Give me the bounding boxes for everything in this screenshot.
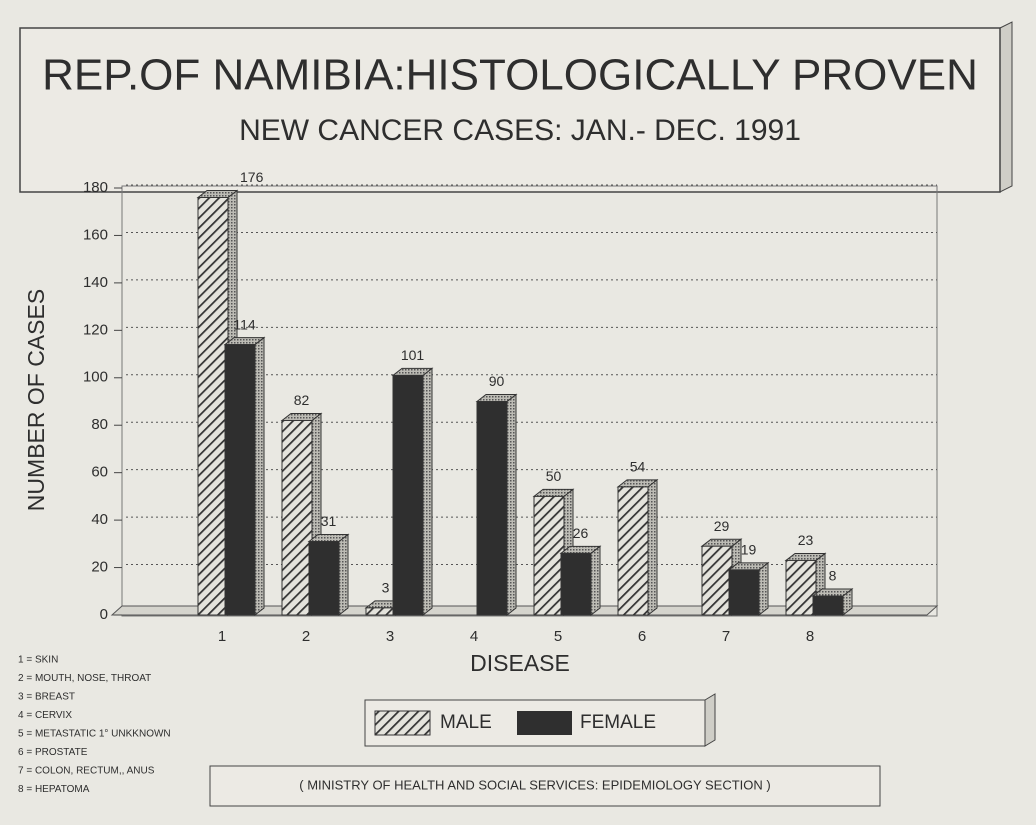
value-label: 101 <box>401 347 425 363</box>
bar <box>728 569 760 616</box>
value-label: 23 <box>798 532 814 548</box>
x-tick-label: 8 <box>806 628 814 645</box>
legend-box-side <box>704 693 716 747</box>
x-tick-label: 6 <box>638 628 646 645</box>
bar <box>476 401 508 616</box>
y-tick-label: 120 <box>83 321 108 338</box>
bar <box>617 486 649 616</box>
y-tick-label: 100 <box>83 369 108 386</box>
key-entry: 6 = PROSTATE <box>18 747 88 758</box>
bar-side <box>590 545 601 617</box>
y-tick-label: 80 <box>91 416 108 433</box>
x-tick-label: 2 <box>302 628 310 645</box>
x-tick-label: 5 <box>554 628 562 645</box>
bar-side <box>506 393 517 617</box>
value-label: 54 <box>630 459 646 475</box>
bar <box>197 196 229 616</box>
y-tick-label: 60 <box>91 464 108 481</box>
x-tick-label: 7 <box>722 628 730 645</box>
bar <box>701 545 733 616</box>
bar-side <box>758 561 769 617</box>
key-entry: 7 = COLON, RECTUM,, ANUS <box>18 766 155 777</box>
bar-side <box>338 533 349 617</box>
value-label: 114 <box>233 316 256 332</box>
value-label: 90 <box>489 373 505 389</box>
bar-side <box>422 367 433 617</box>
value-label: 3 <box>382 580 390 596</box>
y-tick-label: 0 <box>100 606 108 623</box>
x-tick-label: 3 <box>386 628 394 645</box>
title-box <box>19 27 1001 193</box>
key-entry: 4 = CERVIX <box>18 710 72 721</box>
x-tick-label: 1 <box>218 628 226 645</box>
value-label: 176 <box>240 169 264 185</box>
bar <box>533 495 565 616</box>
bar-side <box>254 336 265 617</box>
legend-label: MALE <box>440 712 492 733</box>
chart-title: REP.OF NAMIBIA:HISTOLOGICALLY PROVEN <box>42 51 978 100</box>
bar <box>812 595 844 616</box>
legend-label: FEMALE <box>580 712 656 733</box>
y-tick-label: 20 <box>91 559 108 576</box>
value-label: 29 <box>714 518 730 534</box>
key-entry: 8 = HEPATOMA <box>18 784 90 795</box>
legend-swatch <box>374 710 431 736</box>
y-tick-label: 140 <box>83 274 108 291</box>
plot-frame <box>121 185 938 617</box>
y-tick-label: 180 <box>83 179 108 196</box>
legend-swatch <box>517 711 572 735</box>
key-entry: 1 = SKIN <box>18 655 58 666</box>
bar <box>560 552 592 616</box>
value-label: 19 <box>741 542 757 558</box>
bar <box>392 374 424 616</box>
key-entry: 2 = MOUTH, NOSE, THROAT <box>18 673 151 684</box>
key-entry: 3 = BREAST <box>18 692 75 703</box>
value-label: 50 <box>546 468 562 484</box>
y-tick-label: 40 <box>91 511 108 528</box>
bar-side <box>647 478 658 617</box>
value-label: 26 <box>573 525 589 541</box>
value-label: 31 <box>321 513 337 529</box>
bar <box>365 607 397 616</box>
title-box-side <box>999 21 1013 193</box>
y-tick-label: 160 <box>83 226 108 243</box>
y-axis-label: NUMBER OF CASES <box>23 289 49 511</box>
x-tick-label: 4 <box>470 628 478 645</box>
chart-subtitle: NEW CANCER CASES: JAN.- DEC. 1991 <box>239 114 801 147</box>
source-note: ( MINISTRY OF HEALTH AND SOCIAL SERVICES… <box>299 777 770 792</box>
bar <box>308 540 340 616</box>
x-axis-label: DISEASE <box>470 650 570 676</box>
bar <box>281 419 313 616</box>
bar <box>224 344 256 616</box>
bar <box>785 559 817 616</box>
key-entry: 5 = METASTATIC 1° UNKKNOWN <box>18 729 171 740</box>
value-label: 82 <box>294 392 310 408</box>
source-box <box>209 765 881 807</box>
value-label: 8 <box>829 568 837 584</box>
